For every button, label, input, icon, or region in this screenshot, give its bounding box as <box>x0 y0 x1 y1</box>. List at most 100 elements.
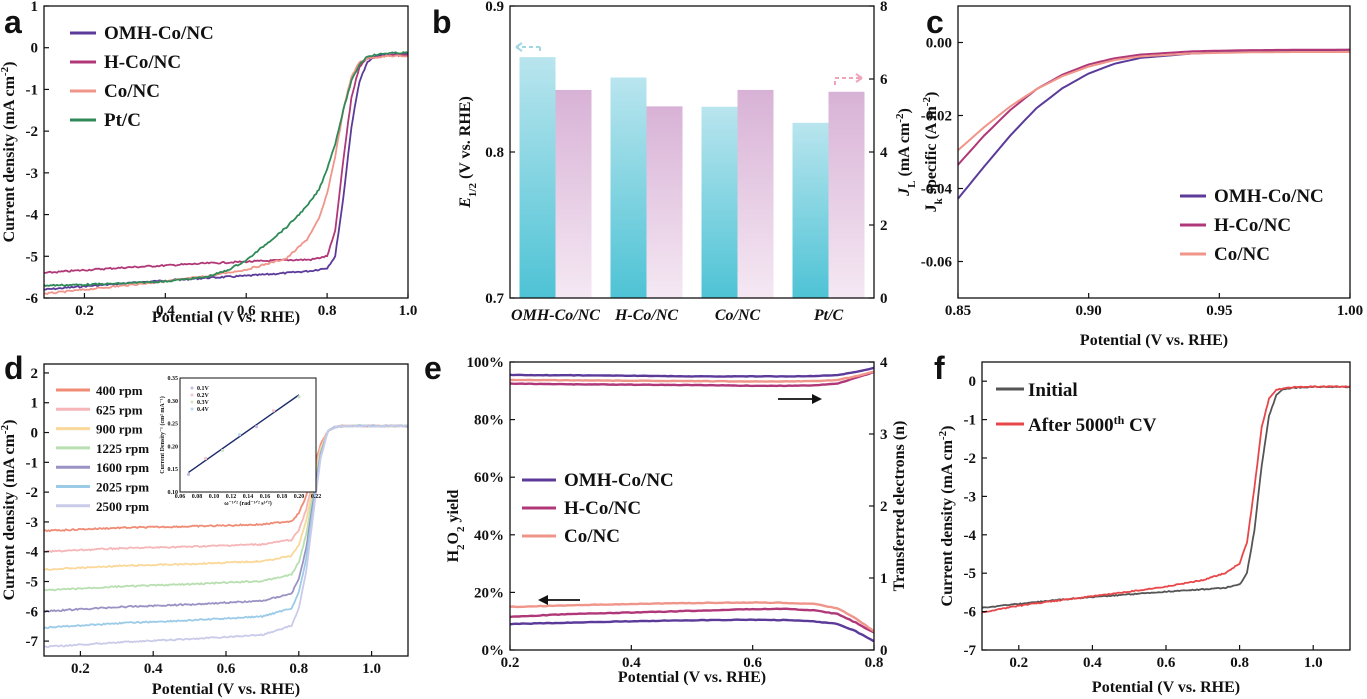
series-line-h-co-nc <box>43 53 409 274</box>
y-tick-label: -5 <box>26 575 39 591</box>
bar-jl-1 <box>646 106 683 298</box>
inset-frame <box>179 377 317 493</box>
y-axis-label: E1/2 (V vs. RHE) <box>457 96 479 209</box>
y-tick-label: 60% <box>474 470 504 486</box>
bar-jl-3 <box>828 91 865 299</box>
panel-c: 0.85 0.90 0.95 1.00 0.00 -0.02 -0.04 -0.06 Poten… <box>921 4 1363 349</box>
inset-legend-label: 0.4V <box>197 407 210 413</box>
legend-label: H-Co/NC <box>564 498 641 519</box>
panel-letter-a: a <box>4 4 22 40</box>
panel-a: 0.2 0.4 0.6 0.8 1.0 1 0 -1 -2 -3 -4 -5 -6 Potential (… <box>0 0 417 326</box>
inset-x-tick: 0.18 <box>277 494 288 500</box>
x-axis-label: Potential (V vs. RHE) <box>152 681 300 698</box>
y-tick-label: 80% <box>474 413 504 429</box>
x-tick-label: 0.6 <box>1157 655 1176 671</box>
y-tick-label: 4 <box>880 355 888 371</box>
y-tick-label: 2 <box>31 366 39 382</box>
x-tick-label: 0.8 <box>865 655 884 671</box>
y-tick-label: -1 <box>26 82 39 98</box>
y-tick-label: 0 <box>880 643 888 659</box>
panel-d: 0.2 0.4 0.6 0.8 1.0 2 1 0 -1 -2 -3 -4 -5 -6 -7 Potentia… <box>0 350 409 698</box>
legend-label: 2025 rpm <box>96 480 149 495</box>
h2o2-line-co-nc <box>509 600 875 633</box>
y-tick-label: -6 <box>26 604 39 620</box>
category-label: Pt/C <box>813 307 844 324</box>
inset-y-tick: 0.25 <box>168 422 179 428</box>
legend-label: Co/NC <box>1214 244 1270 265</box>
legend-label: OMH-Co/NC <box>104 23 214 44</box>
x-tick-label: 0.8 <box>318 303 337 319</box>
inset-point <box>271 409 276 413</box>
panel-letter-e: e <box>424 350 442 386</box>
y-tick-label: -4 <box>26 208 39 224</box>
inset-legend-marker <box>190 393 194 397</box>
x-axis-label: Potential (V vs. RHE) <box>1080 332 1228 349</box>
bar-e12-2 <box>701 106 738 299</box>
plot-frame <box>43 5 409 299</box>
legend-label: Co/NC <box>564 526 620 547</box>
right-axis-arrowhead <box>855 73 863 83</box>
inset-x-tick: 0.08 <box>192 494 203 500</box>
inset-y-tick: 0.35 <box>168 376 179 382</box>
h2o2-line-h-co-nc <box>509 607 875 634</box>
x-tick-label: 0.4 <box>144 661 163 677</box>
x-tick-label: 0.2 <box>1009 655 1028 671</box>
y-tick-label: -3 <box>26 515 39 531</box>
bar-jl-0 <box>555 89 592 298</box>
x-axis-label: Potential (V vs. RHE) <box>1092 679 1240 696</box>
inset-x-label: ω⁻¹ᐟ² (rad⁻¹ᐟ² s¹ᐟ²) <box>224 500 271 507</box>
y-tick-label: -7 <box>26 634 39 650</box>
y-tick-label: -0.04 <box>921 182 953 198</box>
legend-label: H-Co/NC <box>104 52 181 73</box>
x-tick-label: 0.4 <box>622 655 641 671</box>
x-tick-label: 0.8 <box>289 661 308 677</box>
legend-label: H-Co/NC <box>1214 215 1291 236</box>
y2-axis-label: JL (mA cm-2) <box>894 108 918 197</box>
x-tick-label: 0.8 <box>1230 655 1249 671</box>
legend-label: OMH-Co/NC <box>564 470 674 491</box>
x-tick-label: 1.0 <box>399 303 418 319</box>
panel-f: 0.2 0.4 0.6 0.8 1.0 0 -1 -2 -3 -4 -5 -6 -7 Potential … <box>934 350 1351 696</box>
inset-legend-marker <box>190 407 194 411</box>
x-tick-label: 0.6 <box>743 655 762 671</box>
y-tick-label: 0.9 <box>485 0 504 15</box>
y-tick-label: 1 <box>880 571 888 587</box>
inset-legend-label: 0.2V <box>197 393 210 399</box>
category-label: OMH-Co/NC <box>511 307 600 324</box>
series-line-co-nc <box>957 51 1350 151</box>
x-tick-label: 0.6 <box>217 661 236 677</box>
x-tick-label: 0.2 <box>71 661 90 677</box>
panel-letter-f: f <box>934 350 945 386</box>
series-line-h-co-nc <box>957 48 1350 166</box>
y-tick-label: 0 <box>31 41 39 57</box>
category-label: Co/NC <box>715 307 761 324</box>
y-tick-label: 2 <box>880 499 888 515</box>
x-tick-label: 0.6 <box>237 303 256 319</box>
y-tick-label: 0% <box>482 643 505 659</box>
legend-label: 2500 rpm <box>96 499 149 514</box>
y-axis-label: H2O2 yield <box>445 490 467 563</box>
y-tick-label: -2 <box>26 485 39 501</box>
inset-y-tick: 0.10 <box>168 490 179 496</box>
y-tick-label: 100% <box>467 355 505 371</box>
y-tick-label: -2 <box>964 451 977 467</box>
x-tick-label: 0.90 <box>1076 303 1102 319</box>
y-tick-label: 0 <box>969 374 977 390</box>
x-tick-label: 1.00 <box>1337 303 1363 319</box>
y-axis-label: Current density (mA cm-2) <box>0 62 18 243</box>
inset-point <box>297 395 301 399</box>
panel-e: 0.2 0.4 0.6 0.8 0% 20% 40% 60% 80% 100% 0 1 2 3 4 Poten… <box>424 350 908 686</box>
inset-x-tick: 0.06 <box>175 494 186 500</box>
x-tick-label: 0.2 <box>75 303 94 319</box>
inset-y-label: Current Density⁻¹ (cm² mA⁻¹) <box>159 396 166 473</box>
inset-fit-line <box>188 394 300 473</box>
x-tick-label: 0.4 <box>1083 655 1102 671</box>
y-tick-label: 2 <box>880 218 888 234</box>
inset-x-tick: 0.10 <box>209 494 220 500</box>
y-tick-label: 40% <box>474 528 504 544</box>
x-axis-label: Potential (V vs. RHE) <box>618 669 766 686</box>
inset-x-tick: 0.14 <box>243 494 254 500</box>
y-tick-label: -6 <box>964 605 977 621</box>
y-tick-label: 0.8 <box>485 145 504 161</box>
